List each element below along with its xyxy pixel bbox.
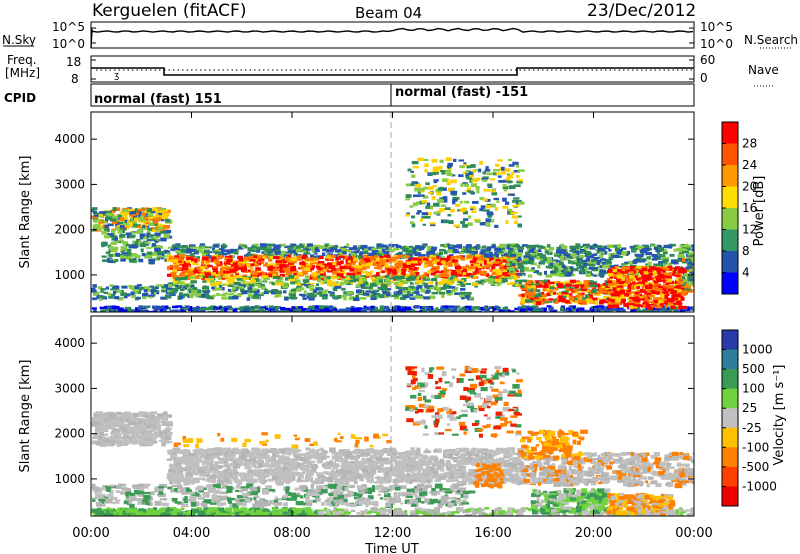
colorbar-swatch xyxy=(722,186,738,209)
colorbar-tick-label: 4 xyxy=(742,266,750,280)
velocity-colorbar: 1000 500 100 25 -25 -100 -500 -1000 xyxy=(721,329,777,507)
colorbar-tick-label: -500 xyxy=(742,460,769,474)
colorbar-swatch xyxy=(722,447,738,468)
colorbar-tick-label: -100 xyxy=(742,440,769,454)
power-heatmap xyxy=(91,157,694,312)
power-y-tick-label: 3000 xyxy=(54,177,85,191)
colorbar-swatch xyxy=(722,466,738,487)
freq-label: Freq. xyxy=(7,53,37,67)
colorbar-tick-label: 1000 xyxy=(742,343,773,357)
x-tick-label: 12:00 xyxy=(374,526,411,541)
freq-panel: Freq. [MHz] 18 8 60 0 Nave ʒ xyxy=(5,53,779,87)
nsky-series-line xyxy=(90,27,694,49)
x-tick-label: 20:00 xyxy=(575,526,612,541)
power-colorbar-label: Power [dB] xyxy=(752,176,767,247)
colorbar-swatch xyxy=(722,427,738,448)
velocity-colorbar-label: Velocity [m s⁻¹] xyxy=(772,365,787,466)
x-tick-label: 00:00 xyxy=(675,526,712,541)
freq-left-tick-top: 18 xyxy=(66,55,81,69)
colorbar-swatch xyxy=(722,122,738,144)
colorbar-swatch xyxy=(722,369,738,390)
x-tick-label: 16:00 xyxy=(474,526,511,541)
cpid-segment-2: normal (fast) -151 xyxy=(395,85,528,100)
colorbar-tick-label: 24 xyxy=(742,158,757,172)
beam-title: Beam 04 xyxy=(355,4,422,22)
colorbar-swatch xyxy=(722,388,738,409)
freq-right-tick-bottom: 0 xyxy=(700,71,708,85)
velocity-y-tick-label: 2000 xyxy=(54,427,85,441)
colorbar-tick-label: 28 xyxy=(742,137,757,151)
power-y-tick-label: 2000 xyxy=(54,223,85,237)
colorbar-tick-label: 16 xyxy=(742,201,757,215)
nsky-left-tick-top: 10^5 xyxy=(52,20,85,34)
colorbar-tick-label: 25 xyxy=(742,401,757,415)
power-y-tick-label: 1000 xyxy=(54,268,85,282)
colorbar-tick-label: 100 xyxy=(742,382,765,396)
cpid-panel: CPID normal (fast) 151 normal (fast) -15… xyxy=(4,83,695,107)
colorbar-swatch xyxy=(722,272,738,295)
x-axis-label: Time UT xyxy=(364,542,418,554)
colorbar-tick-label: -25 xyxy=(742,421,762,435)
station-title: Kerguelen (fitACF) xyxy=(92,1,246,21)
cpid-label: CPID xyxy=(4,91,36,105)
velocity-y-axis-label: Slant Range [km] xyxy=(18,360,33,473)
freq-right-tick-top: 60 xyxy=(700,53,715,67)
nsky-right-tick-bottom: 10^0 xyxy=(700,37,733,51)
velocity-y-tick-label: 1000 xyxy=(54,472,85,486)
nsky-right-tick-top: 10^5 xyxy=(700,20,733,34)
colorbar-swatch xyxy=(722,408,738,429)
colorbar-swatch xyxy=(722,349,738,370)
nave-label: Nave xyxy=(748,63,779,77)
power-y-axis-label: Slant Range [km] xyxy=(18,156,33,269)
nsky-label: N.Sky xyxy=(2,33,36,47)
power-y-tick-label: 4000 xyxy=(54,132,85,146)
colorbar-swatch xyxy=(722,330,738,351)
freq-unit-label: [MHz] xyxy=(5,66,40,80)
nsky-panel: N.Sky 10^5 10^0 10^5 10^0 N.Search xyxy=(2,20,798,51)
x-tick-label: 08:00 xyxy=(273,526,310,541)
colorbar-tick-label: 12 xyxy=(742,223,757,237)
x-tick-label: 00:00 xyxy=(72,526,109,541)
nsearch-label: N.Search xyxy=(744,33,798,47)
colorbar-swatch xyxy=(722,143,738,166)
freq-left-tick-bottom: 8 xyxy=(71,72,79,86)
power-colorbar: 28 24 20 16 12 8 4 xyxy=(721,121,757,295)
colorbar-swatch xyxy=(722,251,738,273)
x-tick-label: 04:00 xyxy=(173,526,210,541)
colorbar-swatch xyxy=(722,229,738,252)
colorbar-swatch xyxy=(722,165,738,187)
cpid-segment-1: normal (fast) 151 xyxy=(94,92,222,107)
date-title: 23/Dec/2012 xyxy=(587,1,696,21)
power-panel: 1000 2000 3000 4000 xyxy=(54,111,695,313)
svg-text:ʒ: ʒ xyxy=(114,71,119,81)
nsky-left-tick-bottom: 10^0 xyxy=(52,37,85,51)
freq-series-line xyxy=(91,67,694,76)
colorbar-tick-label: 20 xyxy=(742,180,757,194)
velocity-panel: 1000 2000 3000 4000 xyxy=(54,315,695,517)
colorbar-swatch xyxy=(722,486,738,507)
velocity-y-tick-label: 3000 xyxy=(54,381,85,395)
colorbar-tick-label: 500 xyxy=(742,362,765,376)
velocity-heatmap xyxy=(91,365,694,516)
velocity-y-tick-label: 4000 xyxy=(54,336,85,350)
colorbar-tick-label: -1000 xyxy=(742,479,777,493)
colorbar-tick-label: 8 xyxy=(742,244,750,258)
colorbar-swatch xyxy=(722,208,738,230)
